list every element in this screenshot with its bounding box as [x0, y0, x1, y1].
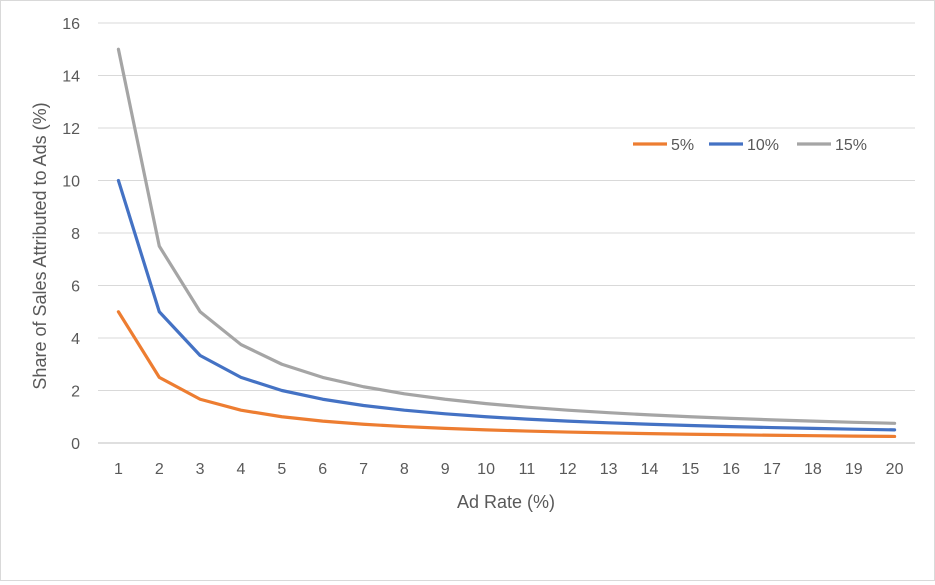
x-tick-label: 12 — [559, 461, 577, 478]
y-tick-label: 16 — [62, 16, 80, 33]
x-tick-label: 6 — [318, 461, 327, 478]
x-tick-label: 1 — [114, 461, 123, 478]
y-tick-label: 4 — [71, 331, 80, 348]
y-tick-label: 12 — [62, 121, 80, 138]
x-axis-title: Ad Rate (%) — [457, 492, 555, 512]
x-tick-label: 2 — [155, 461, 164, 478]
gridlines — [98, 22, 915, 391]
x-tick-label: 14 — [641, 461, 659, 478]
x-tick-label: 15 — [681, 461, 699, 478]
y-tick-label: 14 — [62, 69, 80, 86]
y-tick-label: 10 — [62, 174, 80, 191]
x-tick-label: 9 — [441, 461, 450, 478]
legend: 5% 10% 15% — [633, 137, 867, 154]
x-tick-label: 20 — [886, 461, 904, 478]
series-line-3 — [116, 47, 897, 425]
x-tick-label: 18 — [804, 461, 822, 478]
x-tick-label: 17 — [763, 461, 781, 478]
x-tick-label: 10 — [477, 461, 495, 478]
x-tick-label: 13 — [600, 461, 618, 478]
x-tick-label: 19 — [845, 461, 863, 478]
y-tick-label: 0 — [71, 436, 80, 453]
x-tick-label: 11 — [519, 461, 536, 478]
x-tick-label: 3 — [196, 461, 205, 478]
x-tick-label: 8 — [400, 461, 409, 478]
series-lines — [116, 47, 897, 439]
y-tick-label: 6 — [71, 279, 80, 296]
legend-label: 15% — [835, 137, 867, 154]
y-axis-title: Share of Sales Attributed to Ads (%) — [30, 102, 50, 389]
x-tick-label: 5 — [277, 461, 286, 478]
x-tick-label: 4 — [237, 461, 246, 478]
x-tick-label: 16 — [722, 461, 740, 478]
series-line-2 — [116, 178, 897, 432]
y-tick-label: 8 — [71, 226, 80, 243]
legend-label: 5% — [671, 137, 694, 154]
y-tick-label: 2 — [71, 384, 80, 401]
series-line-1 — [116, 310, 897, 439]
legend-label: 10% — [747, 137, 779, 154]
x-tick-label: 7 — [359, 461, 368, 478]
